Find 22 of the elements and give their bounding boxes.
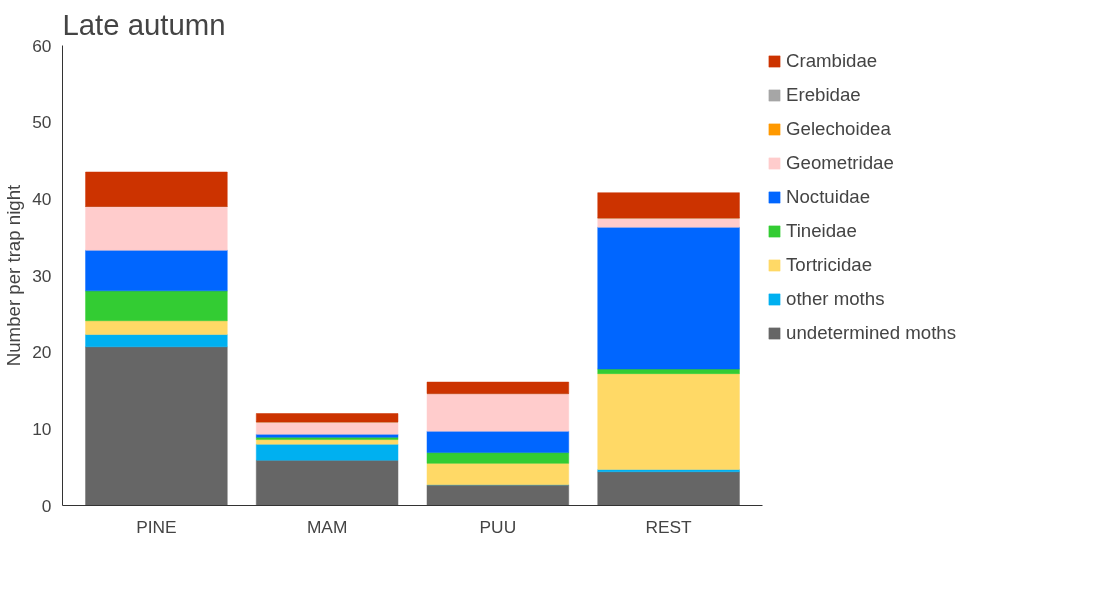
legend-label: Noctuidae: [786, 186, 871, 208]
y-tick-label: 60: [32, 35, 52, 56]
legend-label: Geometridae: [786, 152, 894, 174]
chart-title: Late autumn: [62, 7, 226, 41]
x-tick-label: PUU: [479, 516, 517, 537]
legend-label: Tortricidae: [786, 254, 873, 276]
legend-label: Tineidae: [786, 220, 857, 242]
legend-label: Crambidae: [786, 50, 878, 72]
legend-label: other moths: [786, 288, 885, 310]
y-axis-title: Number per trap night: [3, 183, 25, 367]
y-tick-label: 30: [32, 265, 52, 286]
legend-label: Gelechoidea: [786, 118, 891, 140]
y-tick-label: 10: [32, 418, 52, 439]
legend-label: Erebidae: [786, 84, 861, 106]
x-tick-label: MAM: [306, 516, 348, 537]
x-tick-label: REST: [645, 516, 693, 537]
y-tick-label: 50: [32, 112, 52, 133]
x-tick-label: PINE: [136, 516, 177, 537]
y-tick-label: 20: [32, 342, 52, 363]
legend-label: undetermined moths: [786, 322, 957, 344]
y-tick-label: 40: [32, 188, 52, 209]
y-tick-label: 0: [41, 495, 52, 516]
